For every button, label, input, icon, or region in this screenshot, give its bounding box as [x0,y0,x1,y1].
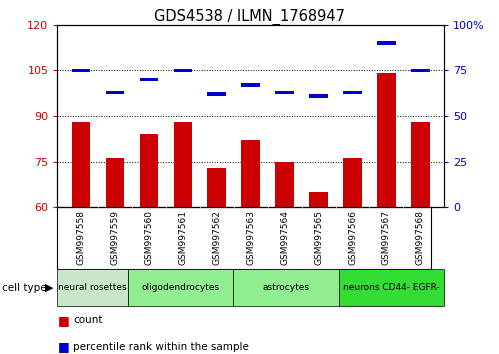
Text: neural rosettes: neural rosettes [58,283,127,292]
Bar [343,159,362,207]
Text: percentile rank within the sample: percentile rank within the sample [73,342,249,352]
Bar [140,78,158,81]
Text: GSM997560: GSM997560 [145,210,154,265]
Text: GDS4538 / ILMN_1768947: GDS4538 / ILMN_1768947 [154,9,345,25]
Bar [411,69,430,72]
Text: oligodendrocytes: oligodendrocytes [141,283,220,292]
Text: GSM997568: GSM997568 [416,210,425,265]
Bar [72,69,90,72]
Bar [275,161,294,207]
Bar [174,122,192,207]
Bar [377,73,396,207]
Text: GSM997563: GSM997563 [246,210,255,265]
Text: ■: ■ [57,314,69,327]
Bar [140,134,158,207]
FancyBboxPatch shape [128,269,233,306]
Text: GSM997559: GSM997559 [111,210,120,265]
Text: GSM997567: GSM997567 [382,210,391,265]
Bar [208,92,226,96]
Text: GSM997566: GSM997566 [348,210,357,265]
Text: cell type: cell type [2,282,47,293]
Text: count: count [73,315,103,325]
Text: GSM997562: GSM997562 [212,210,222,265]
Bar [106,91,124,94]
Bar [106,159,124,207]
Text: neurons CD44- EGFR-: neurons CD44- EGFR- [343,283,440,292]
FancyBboxPatch shape [233,269,339,306]
Bar [174,69,192,72]
FancyBboxPatch shape [339,269,444,306]
Text: GSM997565: GSM997565 [314,210,323,265]
Bar [309,94,328,97]
FancyBboxPatch shape [57,269,128,306]
Text: GSM997564: GSM997564 [280,210,289,265]
Text: ■: ■ [57,341,69,353]
Bar [377,41,396,45]
Text: GSM997558: GSM997558 [77,210,86,265]
Text: ▶: ▶ [45,282,54,293]
Bar [242,140,260,207]
Text: astrocytes: astrocytes [262,283,309,292]
Bar [208,167,226,207]
Bar [72,122,90,207]
Bar [242,83,260,87]
Text: GSM997561: GSM997561 [179,210,188,265]
Bar [309,192,328,207]
Bar [411,122,430,207]
Bar [275,91,294,94]
Bar [343,91,362,94]
